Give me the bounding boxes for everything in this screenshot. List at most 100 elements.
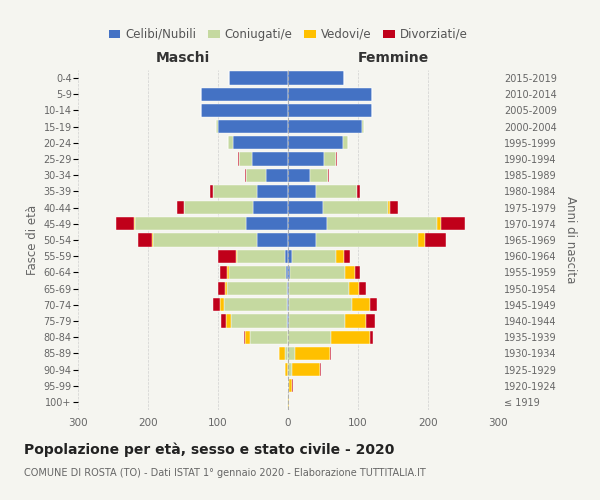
Bar: [292, 250, 335, 263]
Bar: [389, 201, 398, 214]
Bar: [239, 152, 251, 166]
Bar: [335, 250, 344, 263]
Bar: [344, 250, 350, 263]
Bar: [343, 136, 348, 149]
Bar: [137, 234, 151, 246]
Bar: [316, 185, 356, 198]
Bar: [323, 201, 388, 214]
Bar: [418, 234, 425, 246]
Bar: [288, 88, 372, 101]
Bar: [287, 282, 288, 295]
Bar: [288, 168, 310, 182]
Bar: [287, 314, 288, 328]
Bar: [288, 363, 292, 376]
Bar: [200, 88, 288, 101]
Bar: [370, 298, 377, 312]
Bar: [288, 298, 289, 312]
Bar: [257, 234, 288, 246]
Bar: [213, 185, 257, 198]
Bar: [288, 266, 290, 279]
Bar: [288, 72, 344, 85]
Bar: [220, 298, 224, 312]
Bar: [209, 185, 213, 198]
Bar: [335, 152, 337, 166]
Bar: [352, 298, 370, 312]
Bar: [289, 314, 346, 328]
Bar: [288, 379, 289, 392]
Bar: [356, 185, 360, 198]
Bar: [345, 266, 355, 279]
Bar: [227, 282, 287, 295]
Bar: [218, 250, 235, 263]
Bar: [246, 217, 288, 230]
Bar: [287, 298, 288, 312]
Bar: [359, 282, 367, 295]
Bar: [287, 396, 288, 408]
Bar: [288, 330, 331, 344]
Bar: [288, 346, 295, 360]
Bar: [289, 379, 292, 392]
Bar: [289, 282, 349, 295]
Bar: [284, 346, 288, 360]
Bar: [288, 282, 289, 295]
Bar: [216, 120, 218, 134]
Bar: [288, 250, 292, 263]
Bar: [224, 298, 287, 312]
Bar: [425, 234, 445, 246]
Bar: [266, 168, 288, 182]
Bar: [310, 168, 328, 182]
Bar: [238, 152, 239, 166]
Bar: [288, 234, 316, 246]
Text: Popolazione per età, sesso e stato civile - 2020: Popolazione per età, sesso e stato civil…: [24, 442, 394, 457]
Bar: [286, 266, 288, 279]
Y-axis label: Anni di nascita: Anni di nascita: [563, 196, 577, 284]
Bar: [370, 330, 373, 344]
Bar: [279, 346, 284, 360]
Bar: [220, 266, 227, 279]
Bar: [237, 250, 284, 263]
Bar: [153, 234, 257, 246]
Bar: [134, 217, 136, 230]
Bar: [253, 201, 288, 214]
Bar: [292, 363, 320, 376]
Bar: [218, 282, 225, 295]
Text: COMUNE DI ROSTA (TO) - Dati ISTAT 1° gennaio 2020 - Elaborazione TUTTITALIA.IT: COMUNE DI ROSTA (TO) - Dati ISTAT 1° gen…: [24, 468, 426, 477]
Bar: [289, 298, 352, 312]
Bar: [250, 330, 288, 344]
Bar: [284, 363, 288, 376]
Bar: [230, 314, 287, 328]
Bar: [288, 314, 289, 328]
Bar: [221, 314, 226, 328]
Bar: [178, 201, 184, 214]
Bar: [229, 266, 286, 279]
Bar: [228, 136, 233, 149]
Bar: [288, 396, 289, 408]
Bar: [316, 234, 418, 246]
Bar: [284, 250, 288, 263]
Bar: [288, 185, 316, 198]
Text: Femmine: Femmine: [358, 51, 428, 65]
Bar: [246, 168, 266, 182]
Bar: [235, 250, 237, 263]
Bar: [290, 266, 345, 279]
Bar: [292, 379, 293, 392]
Bar: [245, 168, 246, 182]
Bar: [227, 266, 229, 279]
Bar: [325, 152, 335, 166]
Y-axis label: Fasce di età: Fasce di età: [26, 205, 39, 275]
Bar: [288, 152, 325, 166]
Bar: [288, 136, 343, 149]
Bar: [288, 201, 323, 214]
Bar: [346, 314, 367, 328]
Bar: [349, 282, 359, 295]
Bar: [328, 168, 329, 182]
Bar: [288, 217, 326, 230]
Bar: [225, 282, 227, 295]
Bar: [184, 201, 253, 214]
Bar: [326, 217, 437, 230]
Bar: [226, 314, 230, 328]
Bar: [288, 120, 361, 134]
Bar: [320, 363, 321, 376]
Bar: [361, 120, 364, 134]
Bar: [440, 217, 465, 230]
